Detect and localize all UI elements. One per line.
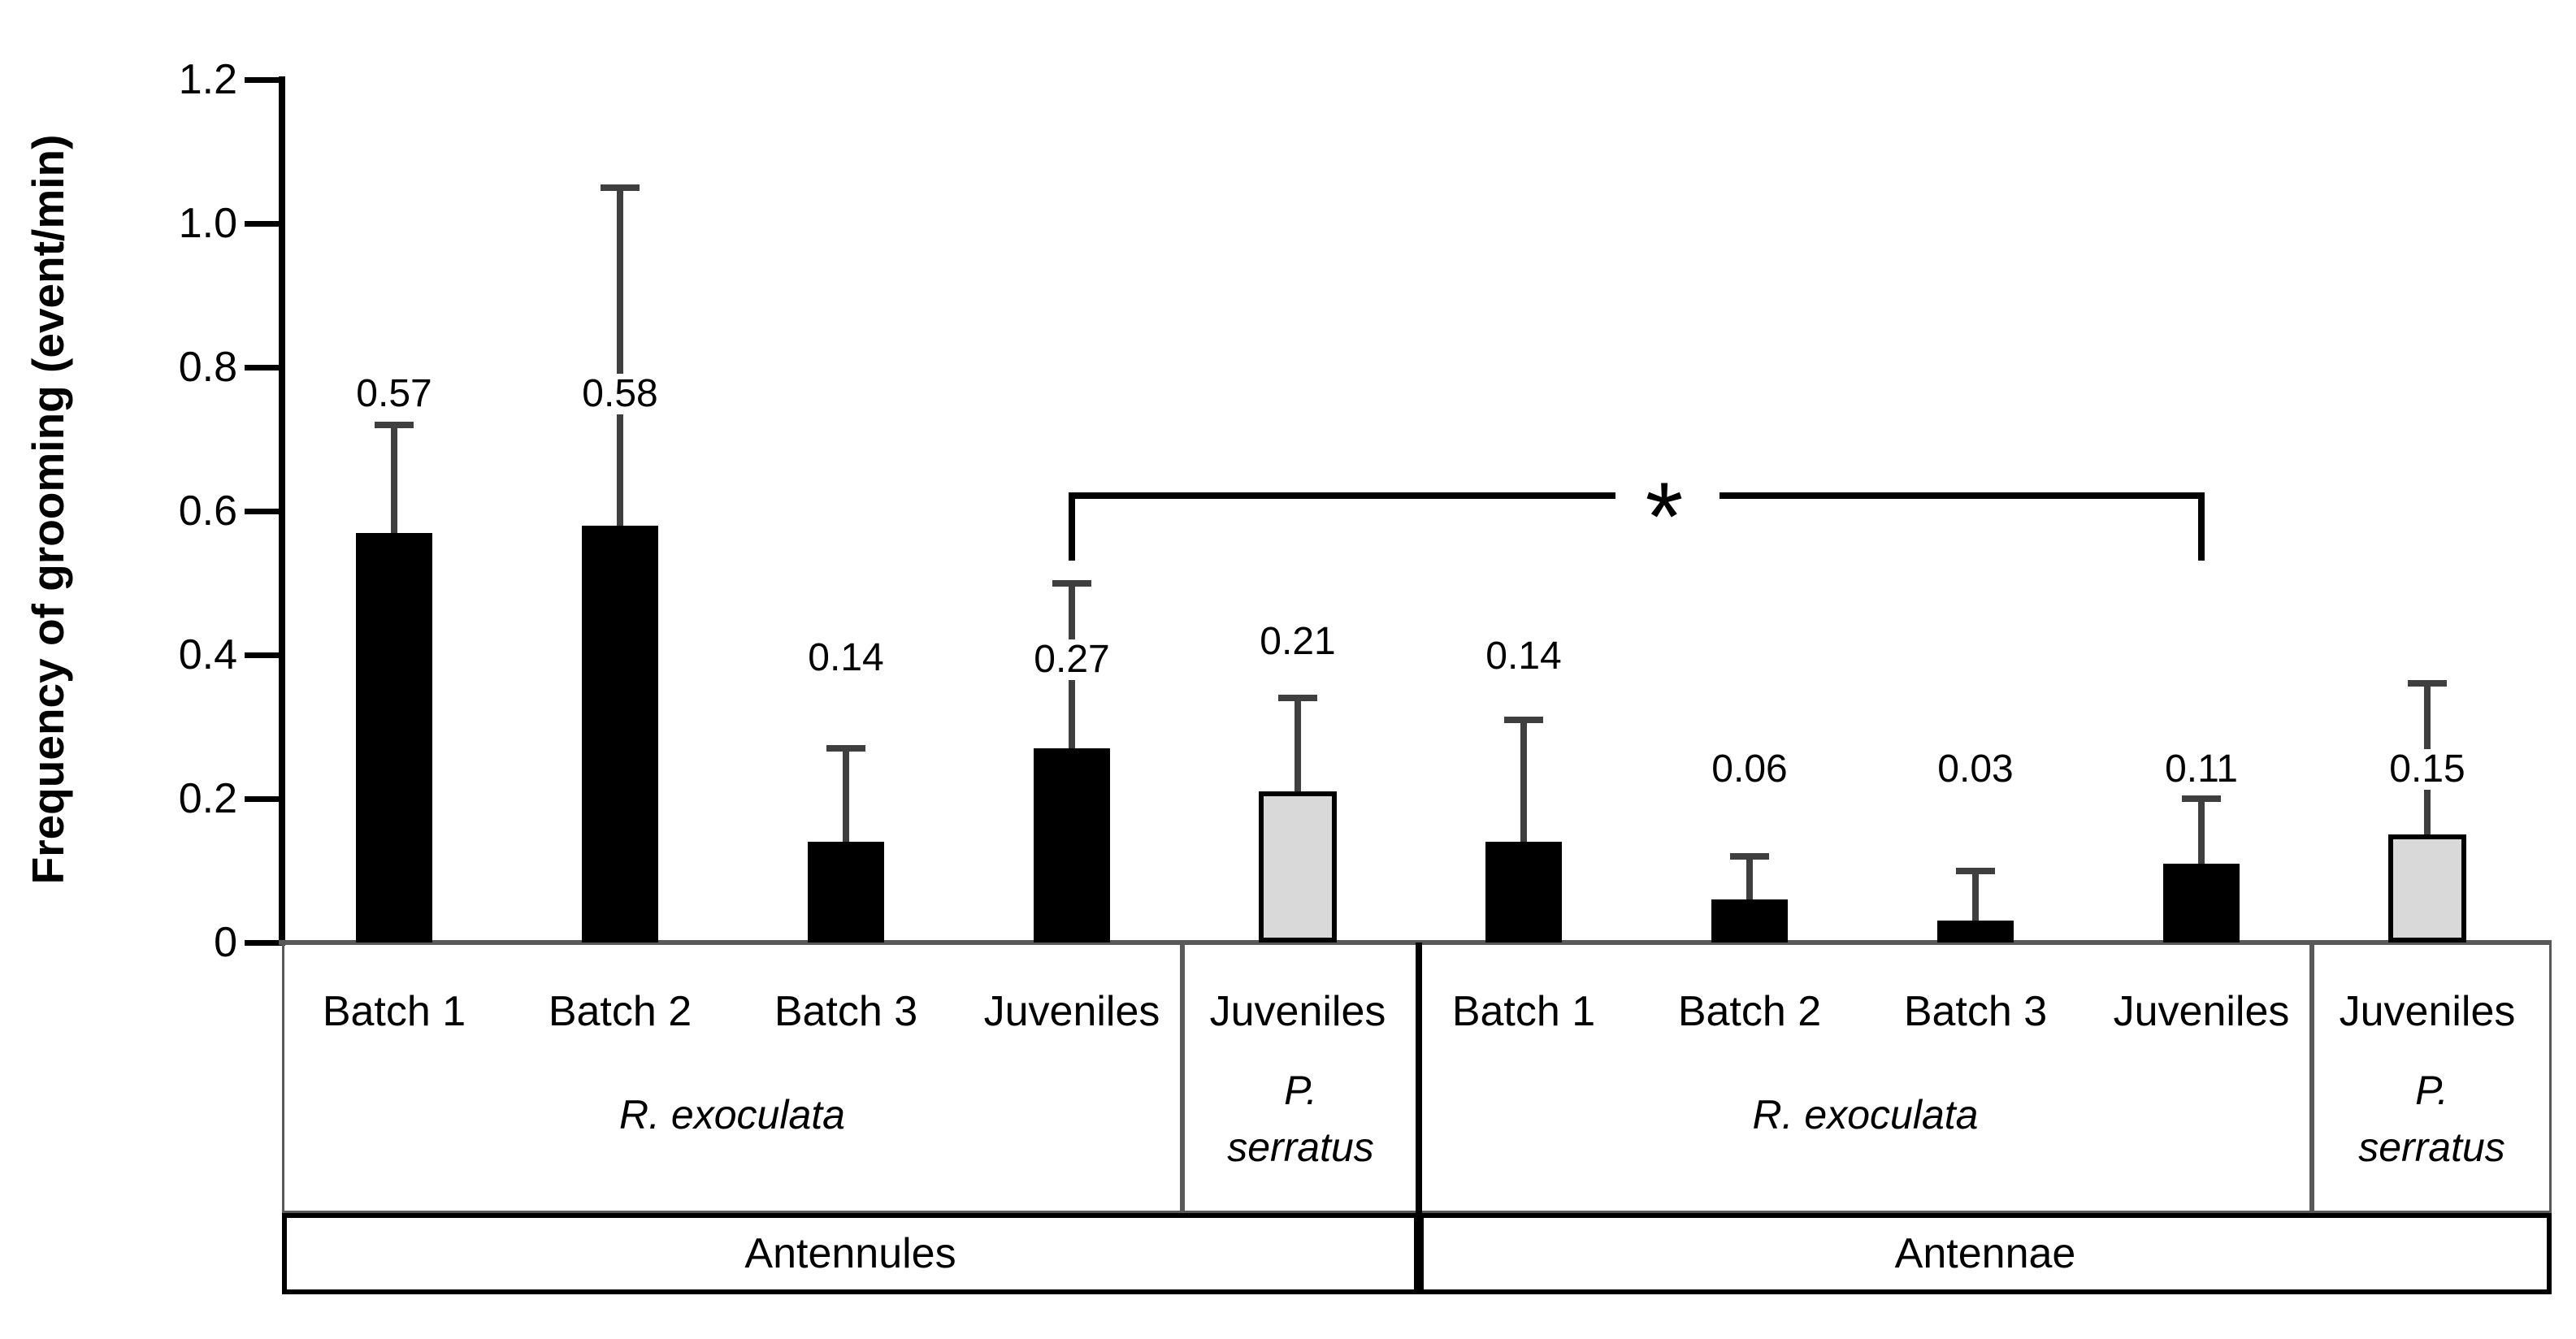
y-tick-label: 0.2 (178, 775, 237, 822)
significance-asterisk: * (1645, 462, 1684, 571)
y-tick (245, 77, 284, 83)
species-label: R. exoculata (619, 1092, 845, 1138)
bar-value-label: 0.15 (2383, 749, 2472, 790)
bar-value-label: 0.21 (1253, 622, 1342, 662)
y-tick-label: 1.2 (178, 56, 237, 103)
error-bar-stem (1520, 719, 1527, 843)
section-divider (1416, 942, 1422, 1294)
error-bar-cap (826, 745, 865, 752)
error-bar-cap (601, 184, 640, 191)
y-axis-title: Frequency of grooming (event/min) (23, 134, 73, 885)
category-label: Batch 3 (1903, 988, 2048, 1035)
species-label: serratus (1227, 1124, 1374, 1170)
species-label: P. (1284, 1068, 1317, 1113)
bar-value-label: 0.11 (2158, 749, 2244, 790)
error-bar-cap (2182, 795, 2221, 802)
bar (1937, 921, 2014, 942)
bar-value-label: 0.03 (1931, 749, 2020, 790)
y-tick-label: 0.4 (178, 631, 237, 678)
error-bar-stem (843, 748, 849, 843)
bar-value-label: 0.06 (1705, 749, 1794, 790)
error-bar-stem (391, 424, 397, 533)
category-label: Batch 2 (548, 988, 692, 1035)
y-tick (245, 940, 284, 946)
y-tick-label: 1.0 (178, 200, 237, 247)
bar (1259, 791, 1337, 942)
significance-bracket-segment (1720, 492, 2201, 499)
bar (808, 842, 884, 942)
significance-bracket-hook (1069, 492, 1075, 561)
y-tick-label: 0 (214, 919, 237, 966)
error-bar-cap (375, 421, 414, 428)
y-tick-label: 0.8 (178, 344, 237, 391)
bar (1485, 842, 1562, 942)
y-tick-label: 0.6 (178, 488, 237, 535)
error-bar-cap (1956, 867, 1995, 874)
bar (582, 525, 658, 942)
bar (1711, 899, 1788, 942)
bar-value-label: 0.14 (1479, 636, 1568, 677)
appendage-label: Antennae (1894, 1230, 2076, 1277)
category-label: Juveniles (2339, 988, 2516, 1035)
bar (2163, 863, 2240, 942)
error-bar-cap (1730, 852, 1769, 860)
species-box (2312, 942, 2552, 1213)
bar-value-label: 0.57 (349, 374, 439, 414)
species-box (282, 942, 1182, 1213)
category-label: Batch 3 (774, 988, 918, 1035)
bar (2388, 834, 2466, 942)
species-box (1419, 942, 2312, 1213)
y-tick (245, 509, 284, 514)
error-bar-stem (1972, 870, 1979, 921)
error-bar-stem (1746, 856, 1753, 899)
species-label: P. (2415, 1068, 2448, 1113)
category-label: Batch 1 (322, 988, 466, 1035)
category-label: Juveniles (1209, 988, 1386, 1035)
y-tick (245, 796, 284, 802)
bar (1034, 748, 1110, 942)
appendage-label: Antennules (744, 1230, 956, 1277)
category-label: Batch 1 (1451, 988, 1596, 1035)
category-label: Juveniles (983, 988, 1160, 1035)
error-bar-stem (617, 187, 623, 526)
y-tick (245, 365, 284, 370)
category-label: Batch 2 (1677, 988, 1822, 1035)
species-label: serratus (2358, 1124, 2505, 1170)
significance-bracket-hook (2198, 492, 2205, 561)
error-bar-cap (1052, 579, 1091, 587)
species-label: R. exoculata (1752, 1092, 1979, 1138)
error-bar-cap (1278, 695, 1317, 702)
y-tick (245, 652, 284, 658)
bar (356, 532, 432, 942)
y-tick (245, 221, 284, 227)
bar-value-label: 0.58 (575, 374, 665, 414)
bar-value-label: 0.27 (1027, 639, 1117, 680)
category-label: Juveniles (2113, 988, 2290, 1035)
error-bar-stem (2198, 799, 2205, 864)
error-bar-cap (1504, 716, 1543, 723)
error-bar-stem (1295, 698, 1301, 792)
error-bar-cap (2408, 680, 2447, 687)
significance-bracket-segment (1072, 492, 1615, 499)
bar-value-label: 0.14 (801, 638, 891, 678)
